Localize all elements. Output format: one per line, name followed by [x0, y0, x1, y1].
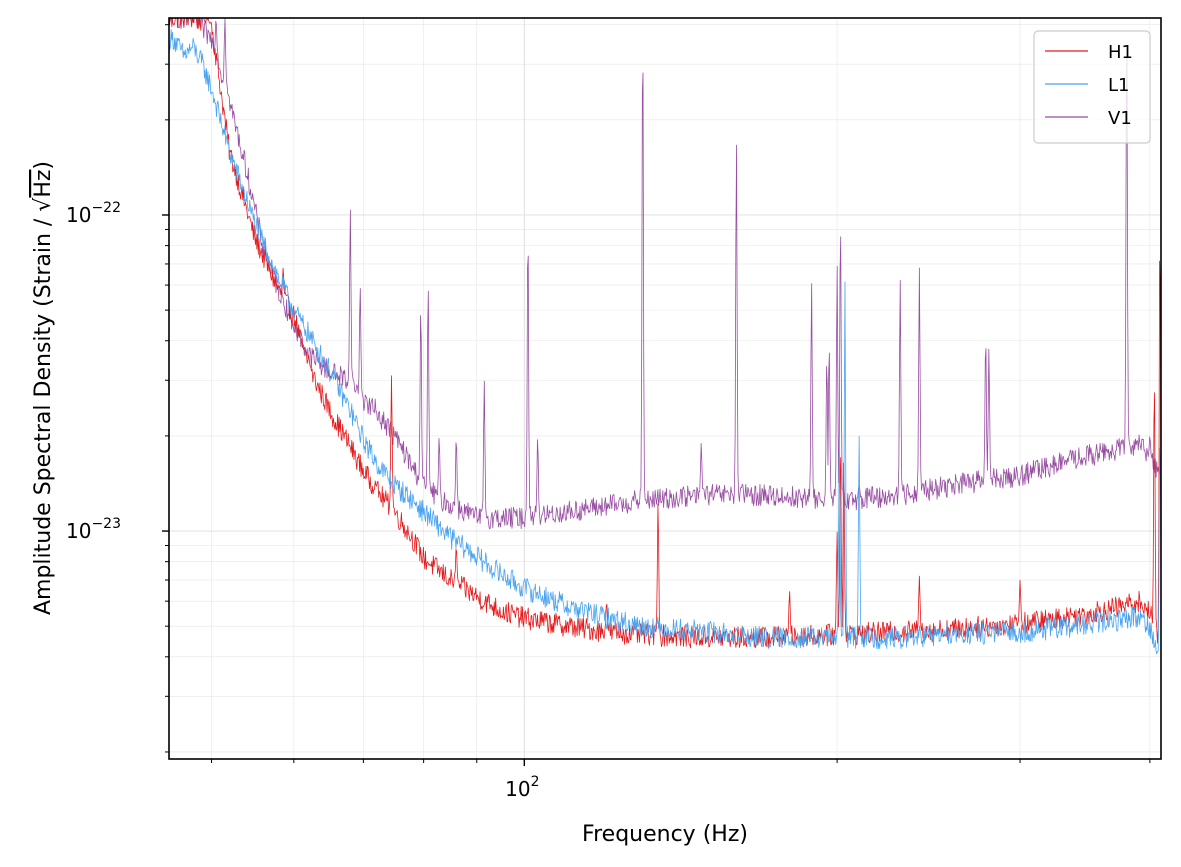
y-tick-label: 10−22 [66, 200, 121, 227]
x-tick-label-base: 10 [505, 777, 530, 801]
y-tick-label-exponent: −23 [91, 516, 121, 532]
x-axis-ticks: 102 [211, 759, 1151, 801]
y-axis-label-suffix: ) [31, 161, 56, 170]
minor-grid [169, 18, 1161, 759]
y-tick-label: 10−23 [66, 516, 121, 543]
major-grid [169, 18, 1161, 759]
legend: H1 L1 V1 [1033, 30, 1151, 144]
y-axis-label-prefix: Amplitude Spectral Density (Strain / [31, 212, 56, 615]
x-axis-label: Frequency (Hz) [582, 822, 748, 847]
x-tick-label: 102 [505, 774, 539, 801]
series-line-v1 [170, 18, 1161, 530]
y-axis-label-root: √ [31, 197, 56, 212]
legend-label-h1: H1 [1108, 42, 1133, 63]
legend-label-v1: V1 [1108, 108, 1132, 129]
x-tick-label-exponent: 2 [531, 774, 540, 790]
y-tick-label-base: 10 [66, 519, 91, 543]
y-axis-label: Amplitude Spectral Density (Strain / √Hz… [31, 161, 56, 615]
legend-label-l1: L1 [1108, 75, 1129, 96]
y-tick-label-exponent: −22 [91, 200, 121, 216]
series-layer [169, 18, 1161, 655]
y-tick-label-base: 10 [66, 203, 91, 227]
legend-box [1033, 30, 1151, 144]
y-axis-label-unit: Hz [31, 170, 56, 198]
series-line-l1 [169, 29, 1161, 655]
plot-area [169, 18, 1161, 759]
plot-frame [168, 17, 1162, 760]
